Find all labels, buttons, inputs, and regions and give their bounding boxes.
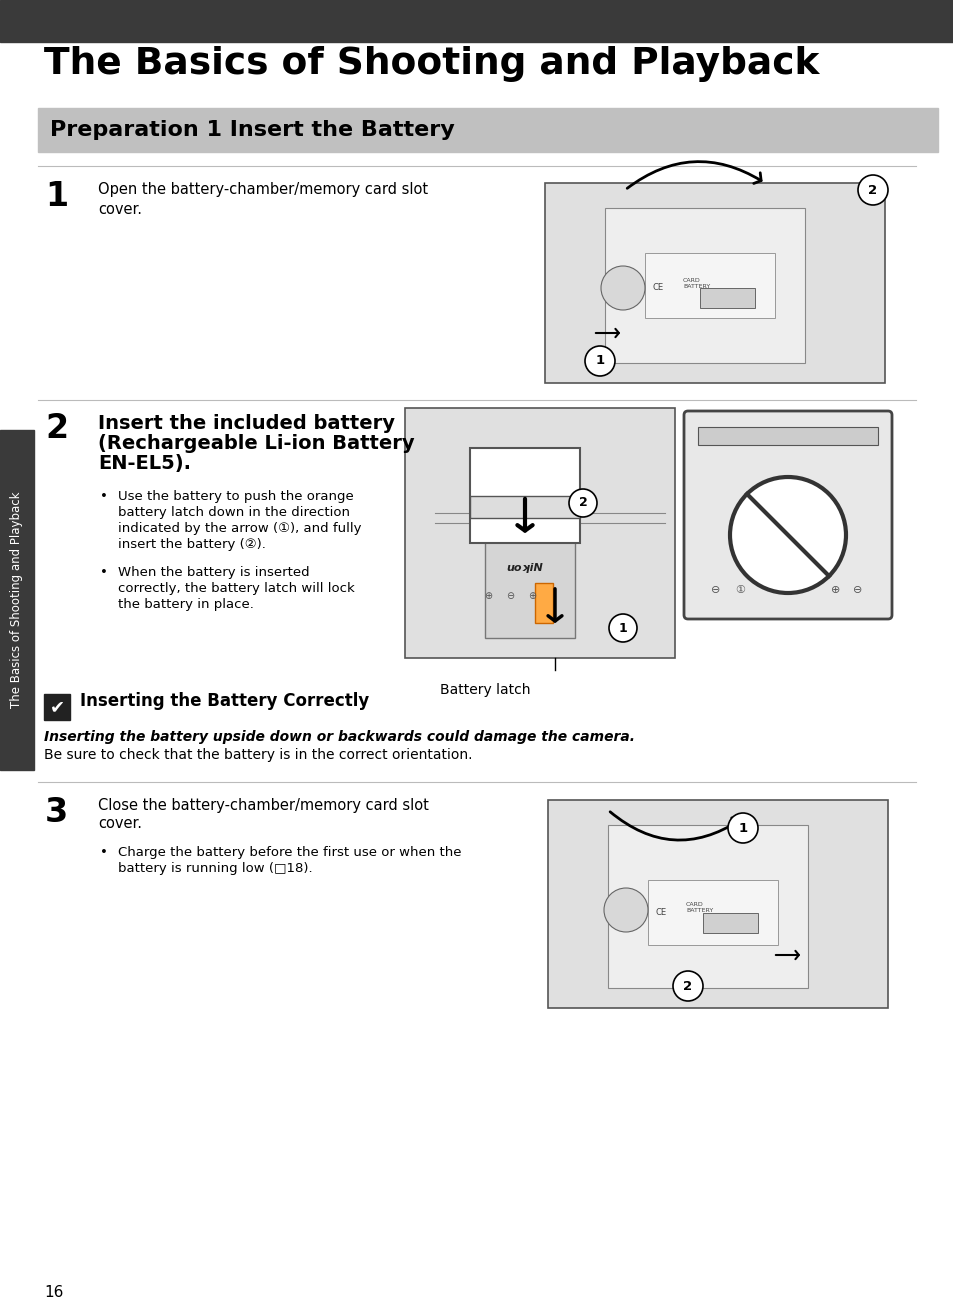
Bar <box>0 430 34 770</box>
Bar <box>470 495 579 518</box>
Text: insert the battery (②).: insert the battery (②). <box>118 537 266 551</box>
Text: 16: 16 <box>44 1285 63 1300</box>
Bar <box>38 108 937 152</box>
Bar <box>544 183 884 382</box>
Text: 2: 2 <box>578 497 587 510</box>
Text: correctly, the battery latch will lock: correctly, the battery latch will lock <box>118 582 355 595</box>
Text: 2: 2 <box>867 184 877 197</box>
Circle shape <box>857 175 887 205</box>
Text: ⊕: ⊕ <box>830 585 840 595</box>
Text: CE: CE <box>656 908 666 917</box>
Bar <box>702 913 758 933</box>
Bar <box>470 448 579 543</box>
Text: uoʞiN: uoʞiN <box>506 562 543 573</box>
Bar <box>607 825 807 988</box>
Text: ⊖: ⊖ <box>505 591 514 600</box>
Text: Preparation 1 Insert the Battery: Preparation 1 Insert the Battery <box>50 120 455 141</box>
Bar <box>604 208 804 363</box>
Bar <box>484 518 575 639</box>
Text: Use the battery to push the orange: Use the battery to push the orange <box>118 490 354 503</box>
Text: Insert the included battery: Insert the included battery <box>98 414 395 434</box>
Text: Close the battery-chamber/memory card slot: Close the battery-chamber/memory card sl… <box>98 798 429 813</box>
Text: battery is running low (□18).: battery is running low (□18). <box>118 862 313 875</box>
Bar <box>644 254 774 318</box>
Text: the battery in place.: the battery in place. <box>118 598 253 611</box>
Bar <box>0 0 953 42</box>
Circle shape <box>729 477 845 593</box>
Text: Charge the battery before the first use or when the: Charge the battery before the first use … <box>118 846 461 859</box>
Text: When the battery is inserted: When the battery is inserted <box>118 566 310 579</box>
Text: 3: 3 <box>45 796 69 829</box>
Text: cover.: cover. <box>98 816 142 830</box>
Circle shape <box>608 614 637 643</box>
Bar <box>647 880 778 945</box>
Circle shape <box>603 888 647 932</box>
Text: indicated by the arrow (①), and fully: indicated by the arrow (①), and fully <box>118 522 361 535</box>
Bar <box>44 694 70 720</box>
Text: ⊖: ⊖ <box>711 585 720 595</box>
Text: CARD
BATTERY: CARD BATTERY <box>682 279 709 289</box>
Text: 2: 2 <box>45 413 68 445</box>
Circle shape <box>672 971 702 1001</box>
FancyBboxPatch shape <box>683 411 891 619</box>
Text: ①: ① <box>734 585 744 595</box>
Text: •: • <box>100 846 108 859</box>
Text: Battery latch: Battery latch <box>439 683 530 696</box>
Text: CE: CE <box>652 283 663 292</box>
Text: 1: 1 <box>595 355 604 368</box>
Text: ⊕: ⊕ <box>483 591 492 600</box>
Text: The Basics of Shooting and Playback: The Basics of Shooting and Playback <box>10 491 24 708</box>
Text: Open the battery-chamber/memory card slot: Open the battery-chamber/memory card slo… <box>98 183 428 197</box>
Bar <box>535 583 553 623</box>
Bar <box>700 288 754 307</box>
Circle shape <box>600 265 644 310</box>
Text: •: • <box>100 490 108 503</box>
Circle shape <box>568 489 597 516</box>
Text: ✔: ✔ <box>50 698 65 716</box>
Text: (Rechargeable Li-ion Battery: (Rechargeable Li-ion Battery <box>98 434 415 453</box>
Text: CARD
BATTERY: CARD BATTERY <box>685 901 713 913</box>
Text: cover.: cover. <box>98 202 142 217</box>
Circle shape <box>727 813 758 844</box>
Text: EN-EL5).: EN-EL5). <box>98 455 191 473</box>
Text: Be sure to check that the battery is in the correct orientation.: Be sure to check that the battery is in … <box>44 748 472 762</box>
Text: 1: 1 <box>618 622 627 635</box>
Bar <box>698 427 877 445</box>
Text: 1: 1 <box>738 821 747 834</box>
Text: The Basics of Shooting and Playback: The Basics of Shooting and Playback <box>44 46 819 81</box>
Text: ⊖: ⊖ <box>852 585 862 595</box>
Text: battery latch down in the direction: battery latch down in the direction <box>118 506 350 519</box>
Text: ⊕: ⊕ <box>527 591 536 600</box>
Text: 2: 2 <box>682 979 692 992</box>
Text: Inserting the battery upside down or backwards could damage the camera.: Inserting the battery upside down or bac… <box>44 731 635 744</box>
Bar <box>547 800 887 1008</box>
Text: 1: 1 <box>45 180 68 213</box>
Text: •: • <box>100 566 108 579</box>
Text: Inserting the Battery Correctly: Inserting the Battery Correctly <box>80 692 369 710</box>
Circle shape <box>584 346 615 376</box>
Bar <box>405 409 675 658</box>
